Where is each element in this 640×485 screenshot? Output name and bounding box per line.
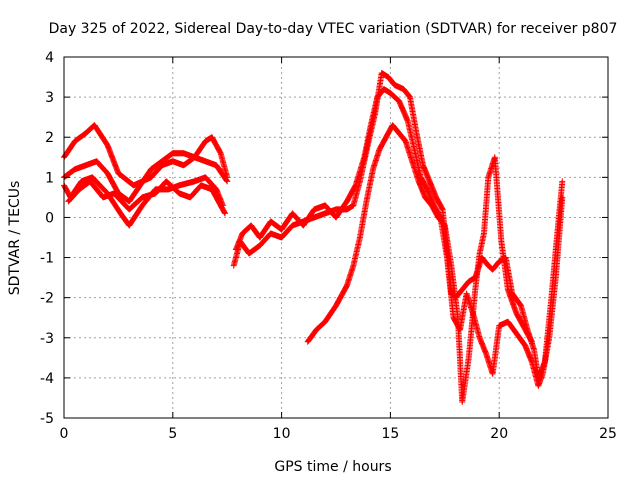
x-tick-label: 15 — [381, 426, 399, 442]
chart-title: Day 325 of 2022, Sidereal Day-to-day VTE… — [49, 21, 618, 37]
grid-lines — [64, 57, 608, 418]
data-point — [224, 178, 231, 185]
data-point — [559, 194, 566, 201]
data-point — [528, 337, 535, 344]
data-point — [222, 210, 229, 217]
axis-ticks: 0 5 10 15 20 25 -5 -4 -3 -2 -1 0 1 2 3 4 — [40, 50, 617, 442]
series-track-b — [61, 150, 231, 205]
x-tick-label: 10 — [273, 426, 291, 442]
series-track-a — [61, 122, 231, 189]
y-tick-label: -4 — [40, 371, 54, 387]
data-point — [401, 136, 408, 143]
data-point — [405, 92, 412, 99]
data-points — [61, 70, 566, 405]
data-point — [559, 178, 566, 185]
x-tick-label: 0 — [60, 426, 69, 442]
y-tick-label: 3 — [45, 90, 54, 106]
y-tick-label: 0 — [45, 210, 54, 226]
x-tick-label: 5 — [168, 426, 177, 442]
y-tick-label: -2 — [40, 291, 54, 307]
y-tick-label: -3 — [40, 331, 54, 347]
data-point — [221, 209, 228, 216]
data-point — [440, 221, 447, 228]
series-track-g — [304, 122, 535, 405]
x-tick-label: 25 — [599, 426, 617, 442]
series-track-d — [65, 178, 229, 217]
y-tick-label: 2 — [45, 130, 54, 146]
x-tick-label: 20 — [490, 426, 508, 442]
y-tick-label: -5 — [40, 411, 54, 427]
y-tick-label: 1 — [45, 170, 54, 186]
y-tick-label: 4 — [45, 50, 54, 66]
data-point — [223, 177, 230, 184]
y-axis-label: SDTVAR / TECUs — [7, 181, 23, 296]
plot-frame — [63, 56, 609, 419]
x-axis-label: GPS time / hours — [274, 459, 391, 475]
y-tick-label: -1 — [40, 251, 54, 267]
data-point — [528, 338, 535, 345]
